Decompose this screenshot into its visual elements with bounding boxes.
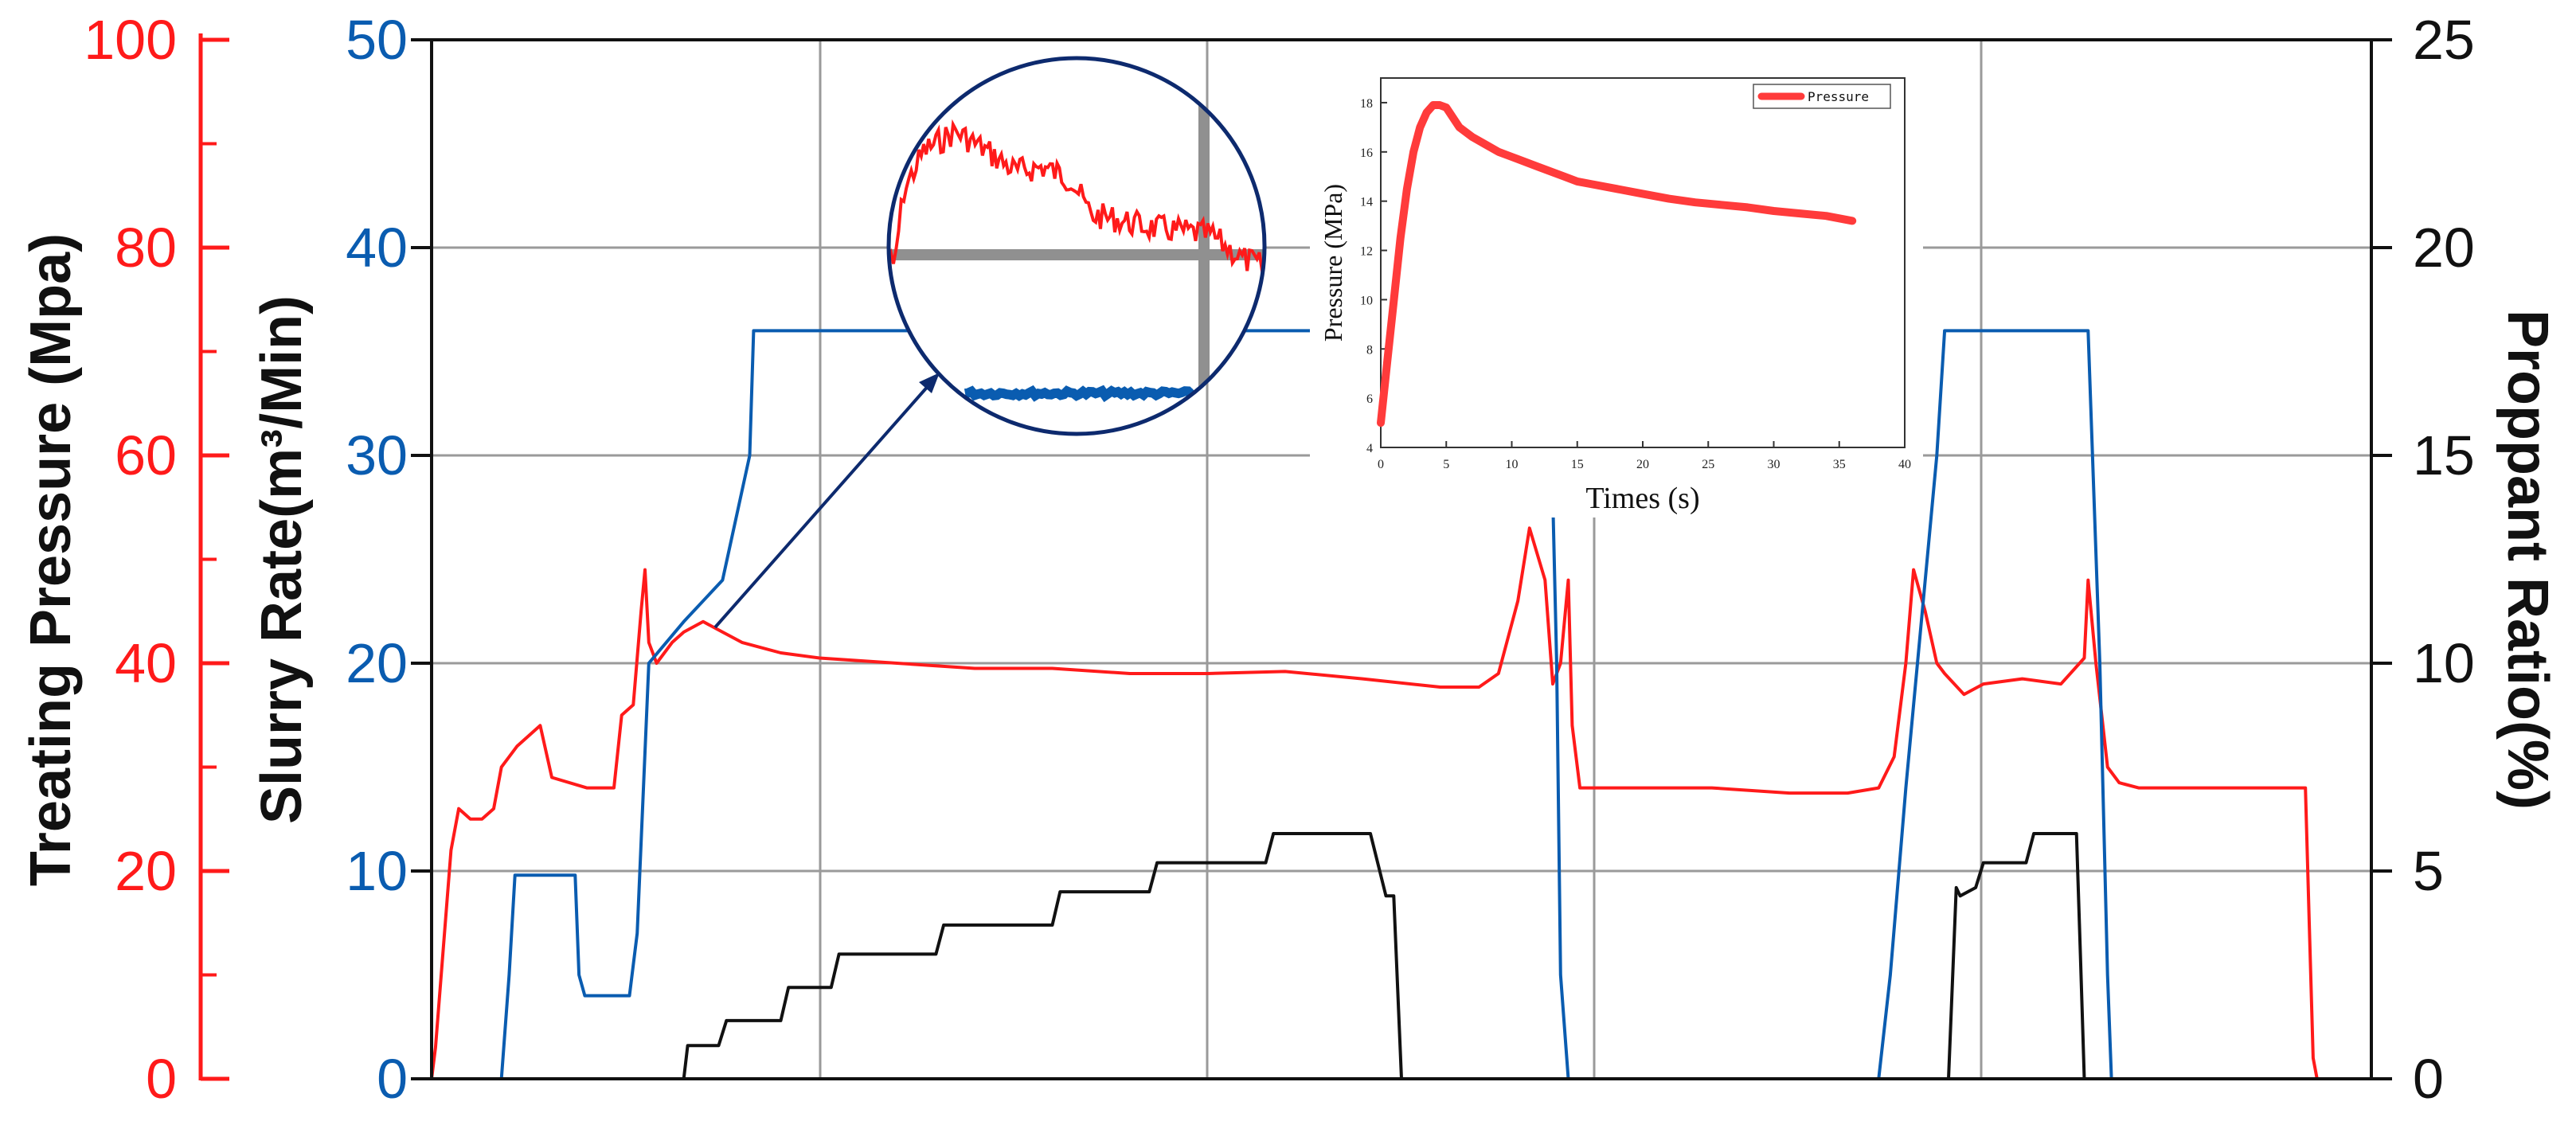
slurry-rate-tick-label: 20 [346,632,408,694]
slurry-rate-tick-label: 40 [346,217,408,279]
inset-x-tick-label: 25 [1702,458,1714,471]
treating-pressure-tick-label: 20 [115,840,177,902]
inset-legend-label: Pressure [1808,89,1869,104]
magnifier-arrow [713,382,932,629]
inset-legend-box [1753,84,1891,109]
inset-y-tick-label: 4 [1366,442,1373,455]
treating-pressure-axis: 0 20 40 60 80 100 Treating Pressure (Mpa) [19,9,229,1110]
magnifier-inset [713,56,1267,629]
treating-pressure-tick-label: 60 [115,424,177,486]
inset-x-tick-label: 0 [1378,458,1384,471]
inset-y-tick-label: 10 [1360,294,1373,307]
slurry-rate-tick-label: 30 [346,424,408,486]
inset-y-tick-label: 16 [1360,146,1373,160]
inset-x-tick-label: 5 [1443,458,1449,471]
inset-pressure-series [1377,101,1857,428]
treating-pressure-tick-label: 40 [115,632,177,694]
inset-x-tick-label: 10 [1506,458,1519,471]
treating-pressure-series [430,526,2319,1080]
main-plot-frame [430,38,2373,1080]
proppant-ratio-tick-label: 20 [2413,217,2475,279]
proppant-ratio-tick-label: 10 [2413,632,2475,694]
slurry-rate-tick-label: 10 [346,840,408,902]
treating-pressure-tick-label: 80 [115,217,177,279]
proppant-ratio-series [432,832,2317,1080]
pressure-inset-chart: 0 5 10 15 20 25 30 35 40 4 6 8 10 12 14 16 18 Times (s) Pr… [1310,57,1923,518]
magnified-pressure-trace [889,119,1265,282]
proppant-ratio-tick-label: 0 [2413,1048,2444,1110]
inset-y-tick-label: 6 [1366,393,1373,406]
treating-pressure-tick-label: 0 [146,1048,177,1110]
inset-y-tick-label: 8 [1366,343,1373,357]
inset-x-tick-label: 40 [1898,458,1911,471]
magnifier-content [889,58,1265,434]
treating-pressure-tick-label: 100 [84,9,177,71]
treating-pressure-axis-title: Treating Pressure (Mpa) [19,233,83,886]
slurry-rate-axis-title: Slurry Rate(m³/Min) [250,295,314,824]
inset-y-axis-title: Pressure (MPa) [1319,184,1347,342]
inset-x-tick-label: 20 [1636,458,1649,471]
proppant-ratio-axis-title: Proppant Ratio(%) [2496,310,2559,810]
slurry-rate-axis: 0 10 20 30 40 50 Slurry Rate(m³/Min) [250,9,432,1110]
proppant-ratio-tick-label: 25 [2413,9,2475,71]
inset-x-tick-label: 35 [1833,458,1846,471]
inset-x-axis-title: Times (s) [1585,482,1699,515]
inset-x-tick-label: 30 [1768,458,1781,471]
inset-y-tick-label: 18 [1360,97,1373,111]
inset-y-tick-label: 14 [1360,196,1373,209]
proppant-ratio-tick-label: 15 [2413,424,2475,486]
slurry-rate-tick-label: 0 [377,1048,408,1110]
proppant-ratio-tick-label: 5 [2413,840,2444,902]
proppant-ratio-axis: 0 5 10 15 20 25 Proppant Ratio(%) [2371,9,2559,1110]
magnifier-ring [886,56,1267,436]
inset-x-tick-label: 15 [1571,458,1584,471]
magnified-slurry-trace [964,385,1197,403]
inset-background [1310,57,1923,518]
magnifier-arrowhead [919,373,940,393]
inset-y-tick-label: 12 [1360,245,1373,259]
slurry-rate-tick-label: 50 [346,9,408,71]
